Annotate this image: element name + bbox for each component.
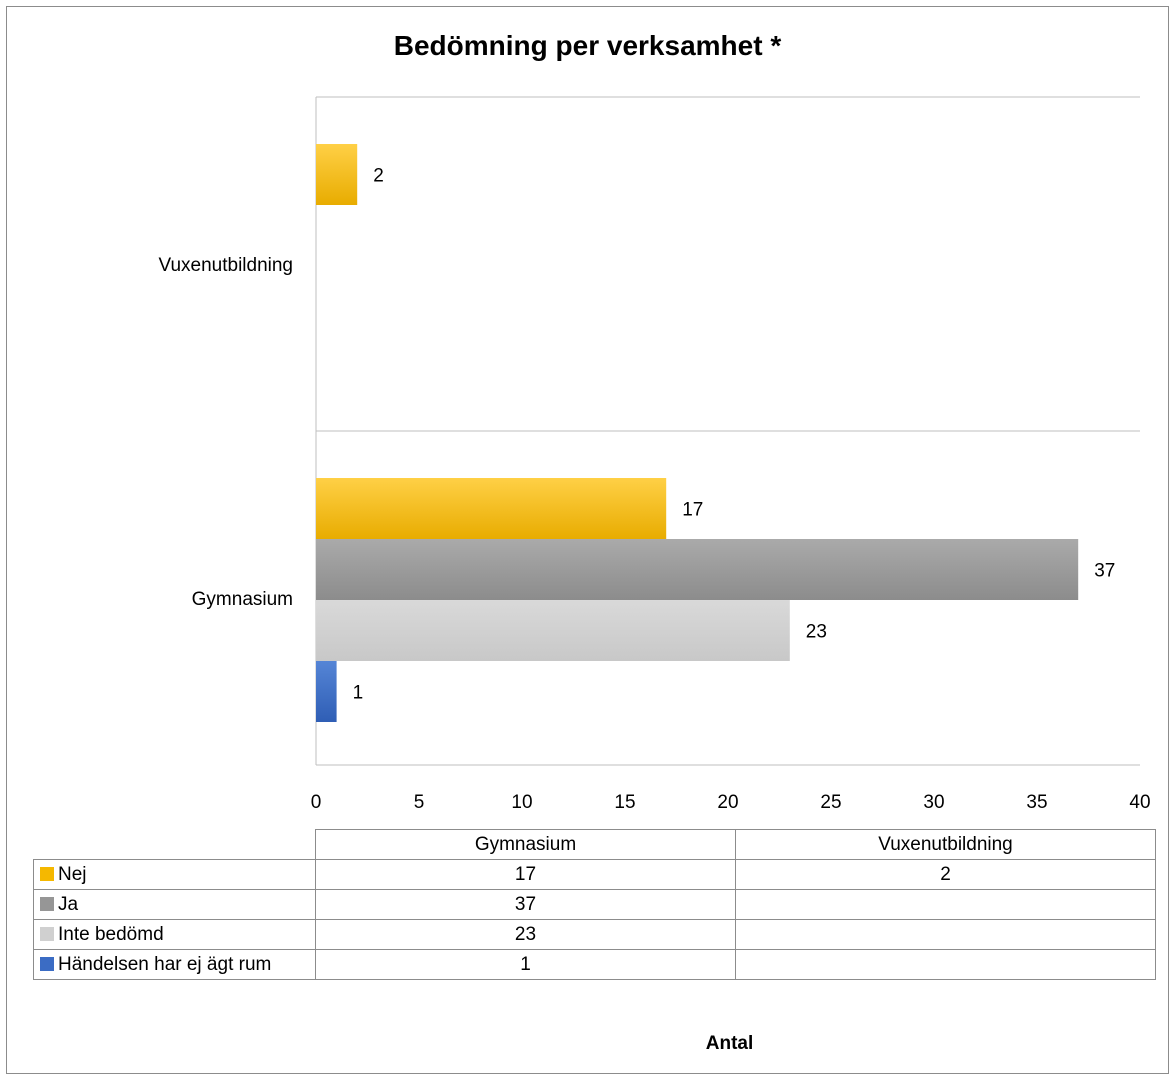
legend-swatch [40,926,54,941]
x-tick-label: 25 [820,792,841,813]
table-cell: 2 [735,859,1156,890]
chart-title: Bedömning per verksamhet * [393,30,782,61]
table-cell [735,949,1156,980]
legend-swatch [40,866,54,881]
category-label-gymnasium: Gymnasium [192,589,293,610]
table-cell: 1 [315,949,736,980]
x-tick-label: 15 [614,792,635,813]
bar-handelsen-har-ej-agt-rum-gymnasium [316,661,337,722]
data-label: 37 [1094,561,1115,582]
table-cell: 23 [315,919,736,950]
bar-inte-bedomd-gymnasium [316,600,790,661]
legend-label: Händelsen har ej ägt rum [58,953,272,975]
table-cell: 37 [315,889,736,920]
table-cell [735,919,1156,950]
legend-entry-ja: Ja [33,889,316,920]
table-header-row: Gymnasium Vuxenutbildning [33,829,1156,860]
x-tick-label: 10 [511,792,532,813]
table-cell: 17 [315,859,736,890]
x-tick-label: 30 [923,792,944,813]
table-column-header: Vuxenutbildning [735,829,1156,860]
chart-frame [6,6,1169,1074]
table-cell [735,889,1156,920]
x-tick-label: 5 [414,792,425,813]
x-tick-label: 35 [1026,792,1047,813]
data-label: 17 [682,500,703,521]
legend-swatch [40,896,54,911]
table-row: Nej 17 2 [33,859,1156,890]
legend-label: Nej [58,863,87,885]
x-axis-title: Antal [705,1033,754,1054]
bar-nej-vuxenutbildning [316,144,358,205]
legend-label: Ja [58,893,79,915]
table-row: Ja 37 [33,889,1156,920]
table-row: Inte bedömd 23 [33,919,1156,950]
data-table: Gymnasium Vuxenutbildning Nej 17 2 Ja 37 Inte b… [33,829,1156,980]
table-corner-cell [33,829,316,860]
data-label: 23 [806,622,827,643]
table-column-header: Gymnasium [315,829,736,860]
x-tick-label: 40 [1129,792,1150,813]
category-label-vuxenutbildning: Vuxenutbildning [158,255,293,276]
x-tick-label: 20 [717,792,738,813]
legend-entry-inte-bedomd: Inte bedömd [33,919,316,950]
bar-ja-gymnasium [316,539,1079,600]
data-label: 2 [373,166,384,187]
table-row: Händelsen har ej ägt rum 1 [33,949,1156,980]
legend-swatch [40,956,54,971]
legend-label: Inte bedömd [58,923,164,945]
x-tick-label: 0 [311,792,322,813]
legend-entry-nej: Nej [33,859,316,890]
bar-nej-gymnasium [316,478,667,539]
legend-entry-handelsen-har-ej-agt-rum: Händelsen har ej ägt rum [33,949,316,980]
data-label: 1 [353,683,364,704]
